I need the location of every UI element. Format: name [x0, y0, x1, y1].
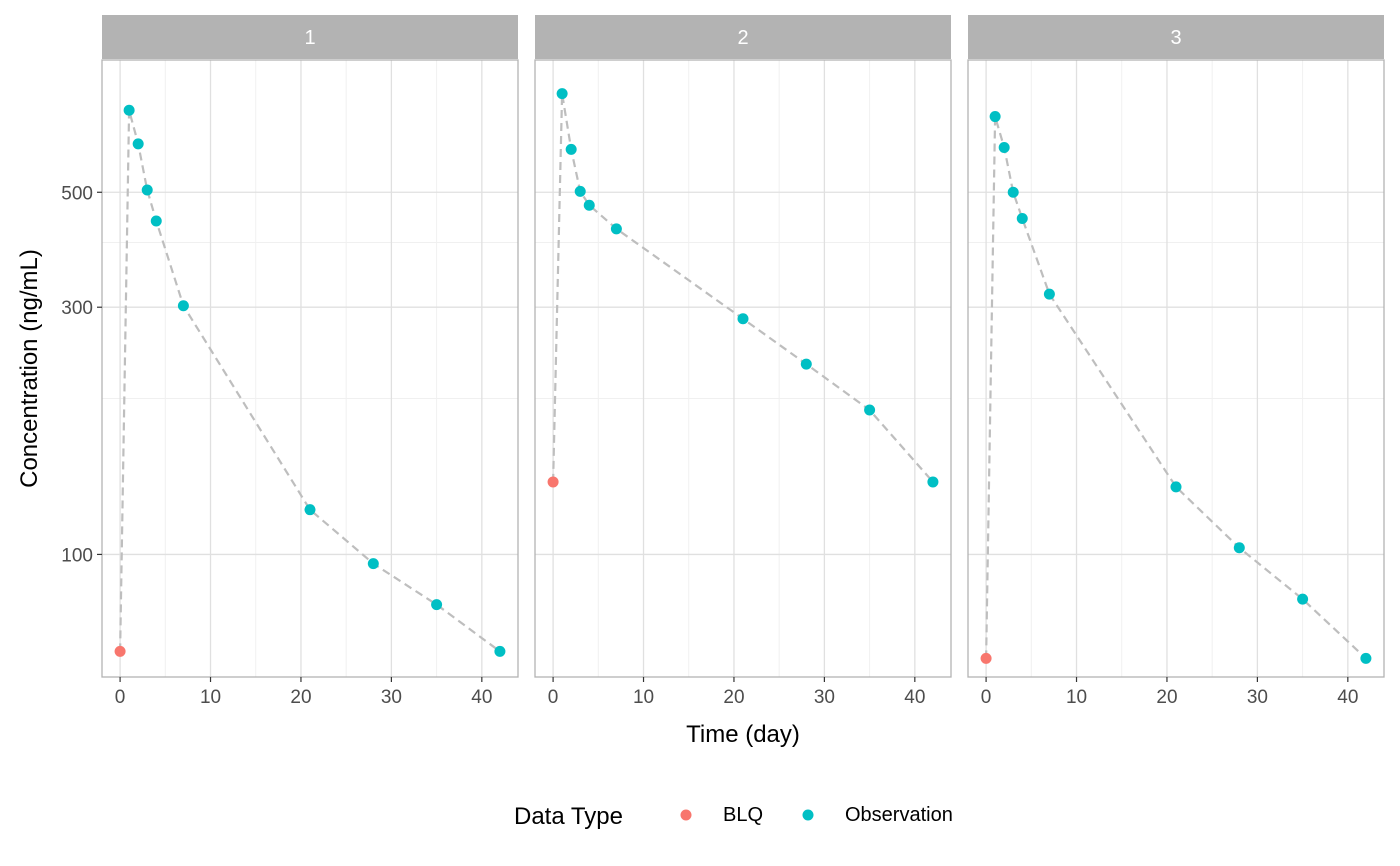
x-tick-label: 10	[1066, 687, 1087, 708]
data-point-observation	[132, 138, 144, 150]
series-line-1	[119, 109, 501, 653]
data-point-observation	[367, 558, 379, 570]
data-point-observation	[1297, 593, 1309, 605]
y-tick-label: 300	[61, 298, 93, 319]
facet-strip-label-2: 2	[737, 27, 748, 49]
data-point-observation	[1016, 212, 1028, 224]
y-axis: 100 300 500	[61, 183, 102, 566]
legend-title: Data Type	[514, 803, 623, 830]
data-point-observation	[1360, 652, 1372, 664]
data-point-observation	[927, 476, 939, 488]
data-point-observation	[556, 88, 568, 100]
data-point-observation	[610, 223, 622, 235]
x-tick-label: 10	[633, 687, 654, 708]
legend-key-observation	[802, 809, 814, 821]
x-tick-label: 30	[1247, 687, 1268, 708]
x-tick-label: 20	[1156, 687, 1177, 708]
x-tick-label: 0	[548, 687, 559, 708]
facet-panel-2: 20 10 20 30 40	[534, 15, 952, 708]
data-point-blq	[980, 652, 992, 664]
data-point-observation	[141, 184, 153, 196]
x-tick-label: 30	[381, 687, 402, 708]
x-tick-label: 30	[814, 687, 835, 708]
data-point-observation	[1007, 186, 1019, 198]
x-tick-label: 0	[115, 687, 126, 708]
facet-strip-label-3: 3	[1170, 27, 1181, 49]
x-axis-label: Time (day)	[686, 721, 800, 748]
data-point-observation	[998, 142, 1010, 154]
panel-border	[534, 59, 952, 678]
data-point-observation	[1043, 288, 1055, 300]
data-point-observation	[177, 300, 189, 312]
y-axis-label: Concentration (ng/mL)	[16, 249, 43, 488]
facet-strip-1	[102, 15, 518, 59]
x-tick-label: 40	[904, 687, 925, 708]
data-point-observation	[304, 504, 316, 516]
x-tick-label: 10	[200, 687, 221, 708]
data-point-observation	[431, 599, 443, 611]
legend: Data Type BLQ Observation	[514, 803, 953, 830]
x-tick-label: 40	[1337, 687, 1358, 708]
data-point-observation	[989, 111, 1001, 123]
panel-background	[535, 60, 951, 677]
panel-border	[967, 59, 1385, 678]
x-tick-label: 40	[471, 687, 492, 708]
data-point-observation	[864, 404, 876, 416]
panel-border	[101, 59, 519, 678]
data-point-observation	[800, 358, 812, 370]
facet-strip-2	[535, 15, 951, 59]
facet-panel-1: 10 10 20 30 40	[101, 15, 519, 708]
data-point-observation	[494, 645, 506, 657]
y-tick-label: 500	[61, 183, 93, 204]
panel-background	[968, 60, 1384, 677]
x-tick-label: 0	[981, 687, 992, 708]
panel-background	[102, 60, 518, 677]
data-point-observation	[583, 199, 595, 211]
x-tick-label: 20	[290, 687, 311, 708]
data-point-observation	[1233, 542, 1245, 554]
legend-label-observation: Observation	[845, 804, 953, 826]
data-point-blq	[114, 645, 126, 657]
facet-strip-label-1: 1	[304, 27, 315, 49]
data-point-observation	[565, 143, 577, 155]
facet-panel-3: 30 10 20 30 40	[967, 15, 1385, 708]
data-point-observation	[737, 313, 749, 325]
series-line-2	[552, 93, 934, 483]
legend-key-blq	[680, 809, 692, 821]
data-point-observation	[1170, 481, 1182, 493]
facet-strip-3	[968, 15, 1384, 59]
legend-label-blq: BLQ	[723, 804, 763, 826]
data-point-observation	[150, 215, 162, 227]
data-point-observation	[574, 185, 586, 197]
y-tick-label: 100	[61, 545, 93, 566]
data-point-observation	[123, 104, 135, 116]
x-tick-label: 20	[723, 687, 744, 708]
data-point-blq	[547, 476, 559, 488]
